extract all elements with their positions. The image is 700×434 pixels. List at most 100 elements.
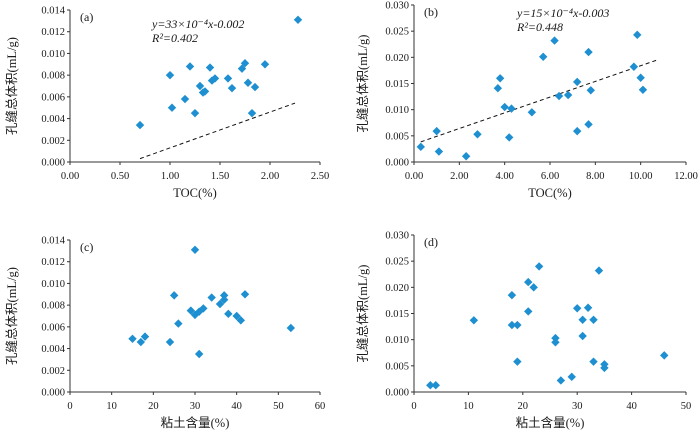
data-point [636,73,645,82]
x-axis-label: TOC(%) [528,186,572,200]
data-point [247,108,257,118]
y-axis-label: 孔缝总体积(mL/g) [4,37,19,135]
x-tick-label: 20 [518,401,529,412]
data-point [180,94,190,104]
data-point [195,81,205,91]
data-point [507,104,516,113]
y-tick-label: 0.020 [385,53,409,64]
x-tick-label: 20 [148,401,159,412]
x-tick-label: 50 [273,401,284,412]
y-axis-label: 孔缝总体积(mL/g) [355,35,370,133]
y-tick-label: 0.010 [41,279,65,290]
y-tick-label: 0.005 [385,361,409,372]
data-point [534,262,544,271]
data-point [190,245,200,254]
data-point [236,316,246,325]
data-point [493,84,503,93]
data-point [573,126,582,136]
y-tick-label: 0.010 [41,49,65,60]
data-point [219,291,229,300]
data-point [660,351,669,360]
r-squared-label: R²=0.448 [516,20,563,34]
data-point [563,90,573,100]
data-point [432,126,441,136]
x-tick-label: 30 [190,401,201,412]
panel-label: (c) [80,240,93,254]
x-tick-label: 1.00 [161,171,179,182]
data-point [223,74,233,83]
y-tick-label: 0.025 [385,27,409,38]
data-point [205,63,215,72]
x-tick-label: 2.00 [450,171,468,182]
data-point [210,74,220,83]
data-point [495,74,505,83]
y-tick-label: 0.010 [385,335,409,346]
y-tick-label: 0.006 [41,322,65,333]
data-point [527,108,537,117]
data-point [434,147,444,156]
data-point [556,376,566,385]
panel-3: 0.000 0.005 0.010 0.015 0.020 0.025 0.030 0 10 20… [355,231,691,431]
y-tick-label: 0.015 [385,309,409,320]
data-point [524,277,533,287]
y-tick-label: 0.014 [41,236,65,247]
data-point [174,319,183,328]
x-tick-label: 2.00 [261,171,279,182]
x-tick-label: 30 [572,401,583,412]
x-tick-label: 8.00 [586,171,604,182]
x-axis-label: TOC(%) [173,186,217,200]
data-point [594,266,604,275]
data-point [186,306,196,315]
regression-equation: y=33×10⁻⁴x-0.002 [151,17,244,31]
data-point [185,62,195,71]
data-point [573,77,582,87]
data-point [194,349,204,359]
y-tick-label: 0.004 [41,344,65,355]
data-point [507,290,517,300]
y-tick-label: 0.006 [41,92,65,103]
y-tick-label: 0.005 [385,131,409,142]
y-tick-label: 0.000 [41,158,65,169]
x-tick-label: 10.00 [629,171,653,182]
data-point [578,315,587,324]
data-point [136,337,146,347]
data-point [207,293,216,302]
data-point [167,103,177,112]
data-point [260,60,270,69]
x-tick-label: 4.00 [495,171,513,182]
data-point [539,52,548,62]
data-point [227,83,237,93]
panel-label: (a) [80,10,93,24]
x-tick-label: 40 [626,401,637,412]
data-point [524,307,533,316]
panel-0: 0.000 0.002 0.004 0.006 0.008 0.010 0.012 0.014… [4,6,329,201]
regression-equation: y=15×10⁻⁴x-0.003 [516,6,609,20]
data-point [140,332,150,341]
y-tick-label: 0.012 [41,27,65,38]
x-tick-label: 12.00 [674,171,698,182]
y-tick-label: 0.008 [41,71,65,82]
data-point [513,357,522,366]
y-tick-label: 0.000 [41,388,65,399]
data-point [199,304,208,313]
y-axis-label: 孔缝总体积(mL/g) [4,267,19,365]
y-tick-label: 0.002 [41,136,65,147]
data-point [584,47,593,57]
y-tick-label: 0.000 [385,388,409,399]
x-tick-label: 0.00 [61,171,79,182]
y-tick-label: 0.015 [385,79,409,90]
y-tick-label: 0.014 [41,6,65,17]
data-point [505,133,514,142]
x-tick-label: 2.50 [311,171,329,182]
data-point [551,338,560,347]
panel-1: 0.000 0.005 0.010 0.015 0.020 0.025 0.030 0.00 2… [355,1,698,201]
data-point [128,334,137,343]
data-point [200,87,210,96]
x-tick-label: 6.00 [541,171,559,182]
data-point [431,380,440,390]
y-tick-label: 0.002 [41,366,65,377]
y-tick-label: 0.004 [41,114,65,125]
data-point [461,152,471,161]
data-point [207,76,217,85]
